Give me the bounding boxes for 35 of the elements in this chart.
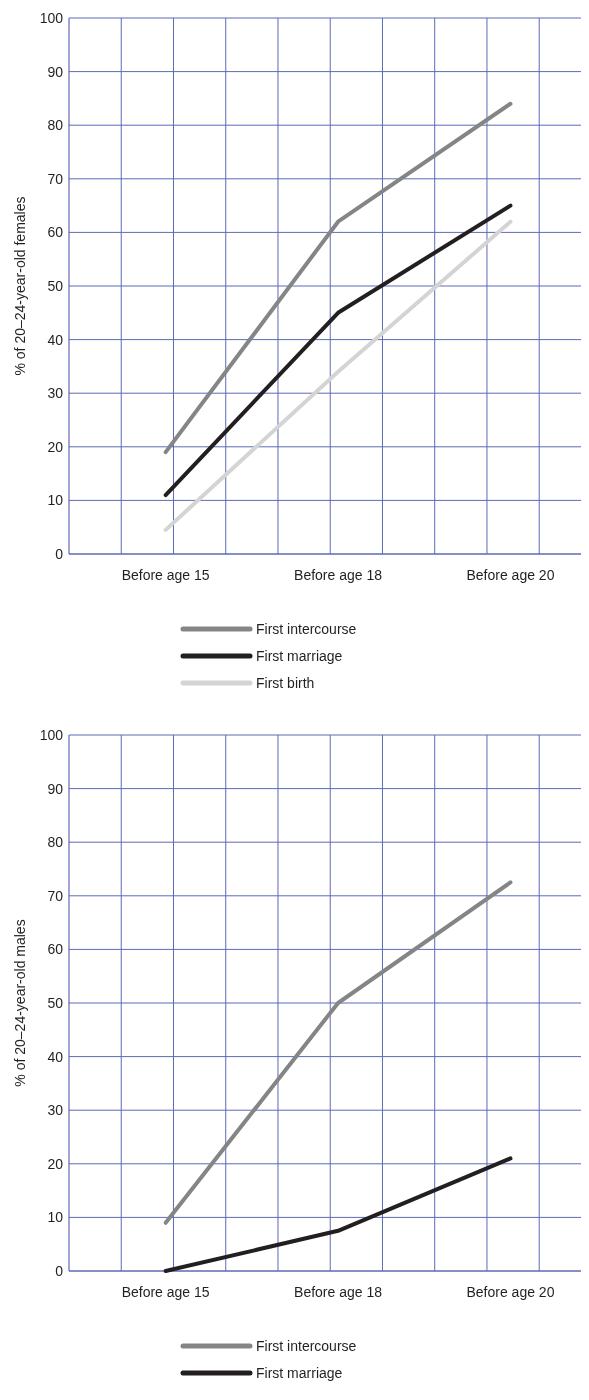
y-tick-label: 80 (47, 117, 64, 134)
y-tick-label: 60 (47, 941, 64, 958)
y-tick-label: 50 (47, 994, 64, 1011)
legend-label: First marriage (256, 1364, 343, 1381)
y-axis-title: % of 20–24-year-old males (12, 919, 28, 1087)
y-tick-label: 70 (47, 170, 64, 187)
y-tick-label: 40 (47, 331, 64, 348)
y-tick-label: 0 (55, 545, 64, 562)
x-tick-label: Before age 15 (121, 567, 210, 583)
y-tick-label: 30 (47, 385, 64, 402)
y-tick-label: 0 (55, 1262, 64, 1279)
y-tick-label: 60 (47, 224, 64, 241)
y-tick-label: 10 (47, 1209, 64, 1226)
legend-label: First intercourse (256, 620, 357, 637)
y-tick-label: 10 (47, 492, 64, 509)
y-tick-label: 80 (47, 834, 64, 851)
legend-label: First intercourse (256, 1337, 357, 1354)
x-tick-label: Before age 18 (294, 1284, 383, 1300)
y-tick-label: 70 (47, 887, 64, 904)
x-tick-label: Before age 18 (294, 567, 383, 583)
y-tick-label: 50 (47, 277, 64, 294)
y-tick-label: 20 (47, 1155, 64, 1172)
x-tick-label: Before age 20 (466, 567, 555, 583)
y-axis-title: % of 20–24-year-old females (12, 196, 28, 376)
y-tick-label: 40 (47, 1048, 64, 1065)
y-tick-label: 100 (39, 726, 64, 743)
x-tick-label: Before age 15 (121, 1284, 210, 1300)
legend-label: First birth (256, 674, 315, 691)
y-tick-label: 90 (47, 63, 64, 80)
y-tick-label: 20 (47, 438, 64, 455)
y-tick-label: 30 (47, 1102, 64, 1119)
y-tick-label: 90 (47, 780, 64, 797)
legend-label: First marriage (256, 647, 343, 664)
x-tick-label: Before age 20 (466, 1284, 555, 1300)
y-tick-label: 100 (39, 9, 64, 26)
